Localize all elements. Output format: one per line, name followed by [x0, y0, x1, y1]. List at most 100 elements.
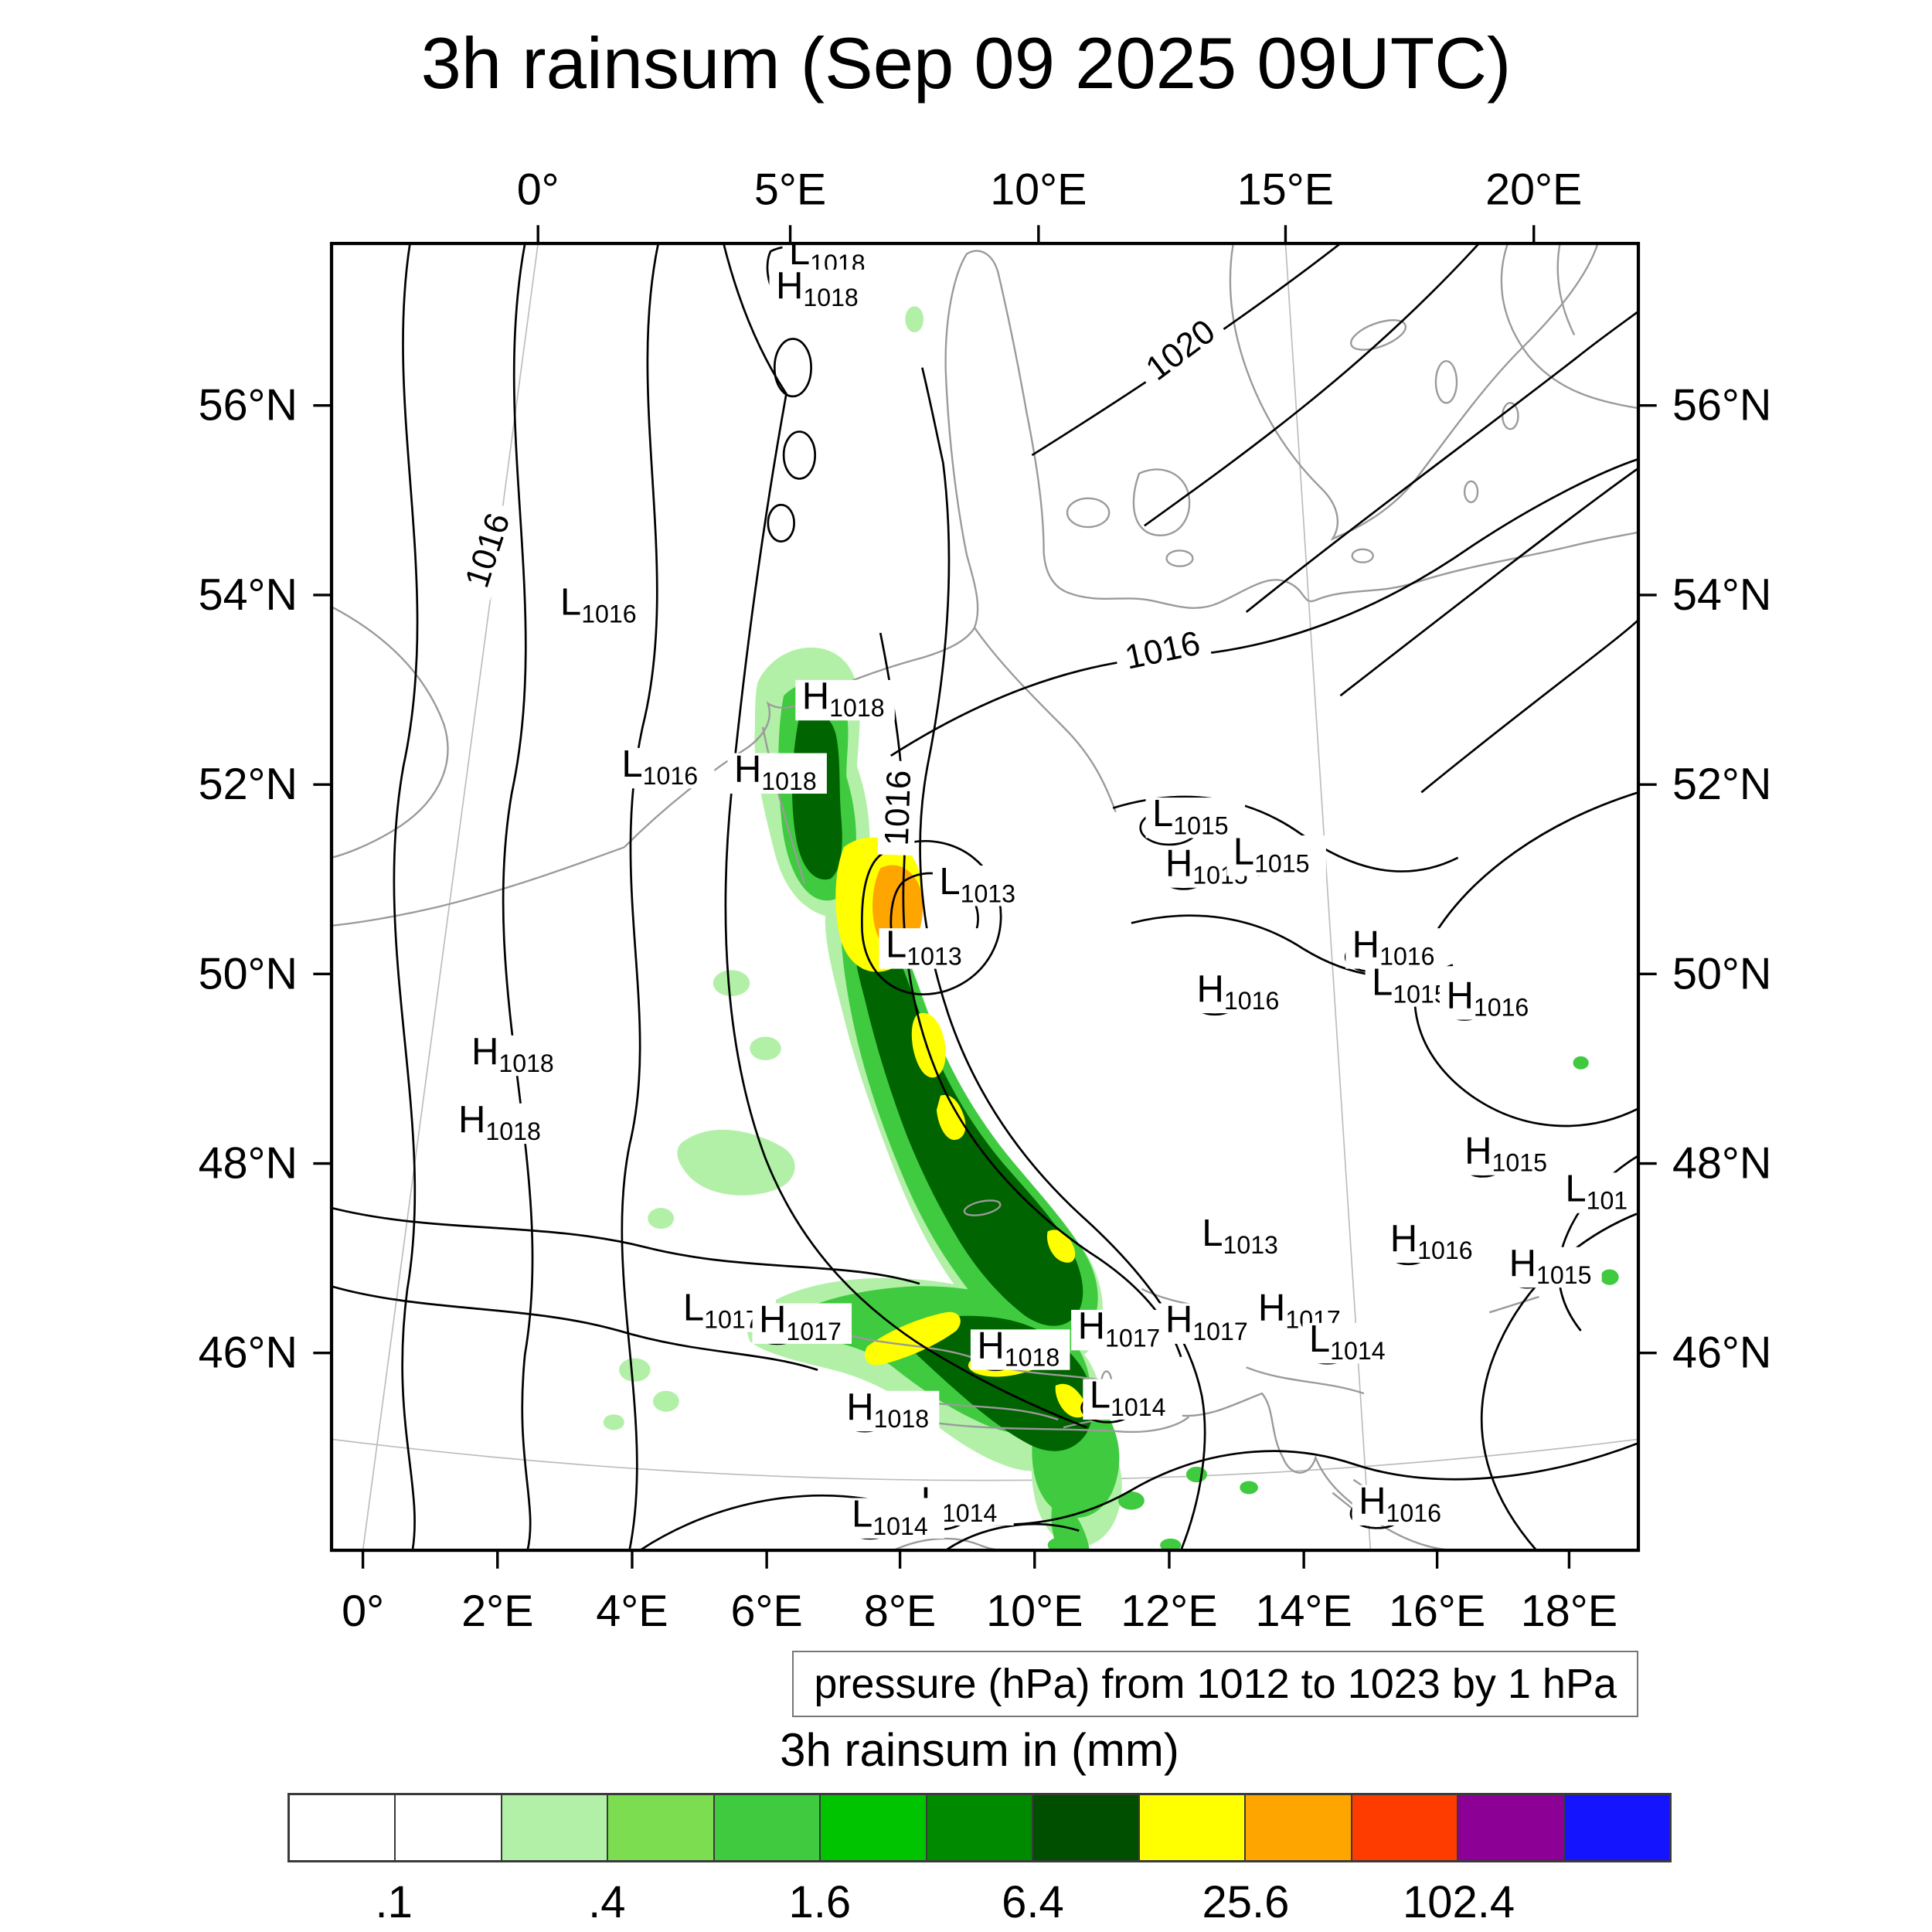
colorbar-box: [1458, 1795, 1565, 1860]
contour-label-bg: [877, 760, 918, 856]
pressure-label: L1014: [852, 1494, 928, 1540]
island: [1351, 548, 1374, 563]
isobar: [890, 457, 1639, 757]
axis-label-right: 52°N: [1672, 760, 1771, 809]
coastline: [1556, 243, 1576, 335]
axis-label-bottom: 16°E: [1389, 1587, 1485, 1636]
rain-cell: [619, 1358, 651, 1382]
isobar: [639, 1442, 1639, 1551]
rain-cell: [1050, 1451, 1082, 1472]
map-border: [329, 241, 1641, 1553]
river: [761, 726, 806, 884]
rain-cell: [1185, 1466, 1207, 1483]
pressure-label-bg: [1145, 798, 1246, 838]
pressure-label: H1016: [1390, 1218, 1473, 1264]
pressure-label-bg: [464, 1035, 565, 1077]
river: [922, 1416, 1190, 1434]
isobar: [861, 840, 1002, 995]
pressure-label-bg: [553, 586, 654, 627]
meridian-line: [362, 243, 539, 1551]
pressure-label-bg: [1190, 972, 1290, 1014]
pressure-label-bg: [614, 747, 715, 789]
axis-label-bottom: 8°E: [864, 1587, 936, 1636]
rain-cell: [750, 1036, 781, 1060]
colorbar-box: [1352, 1795, 1459, 1860]
isobar: [945, 1522, 1080, 1551]
coastline: [332, 846, 625, 927]
contour-label-bg: [1112, 622, 1213, 678]
rain-cell: [1240, 1481, 1258, 1495]
pressure-label-bg: [1226, 835, 1326, 876]
axis-label-bottom: 14°E: [1255, 1587, 1352, 1636]
lake: [1349, 319, 1407, 351]
rain-area-heavy: [1055, 1383, 1087, 1418]
axis-left: 56°N 54°N 52°N 50°N 48°N 46°N: [199, 381, 332, 1378]
pressure-label-bg: [879, 928, 979, 969]
contour-label: 1016: [454, 499, 519, 601]
pressure-label: L1015: [1152, 793, 1229, 839]
isobar: [1144, 243, 1480, 527]
contour-label: 1020: [1131, 306, 1230, 393]
axis-label-bottom: 18°E: [1521, 1587, 1617, 1636]
coastline: [1500, 243, 1639, 410]
isobar: [332, 1285, 818, 1372]
pressure-label-bg: [845, 1498, 945, 1539]
isobar: [393, 243, 419, 1551]
pressure-label: H1015: [1165, 843, 1248, 889]
colorbar-tick-labels: .1 .4 1.6 6.4 25.6 102.4: [287, 1876, 1672, 1932]
axis-bottom: 0° 2°E 4°E 6°E 8°E 10°E 12°E 14°E 16°E 18°E: [342, 1550, 1617, 1636]
axis-label-left: 46°N: [199, 1328, 298, 1378]
pressure-caption: pressure (hPa) from 1012 to 1023 by 1 hP…: [792, 1651, 1638, 1717]
rain-cell: [603, 1414, 624, 1430]
isobar: [773, 338, 812, 398]
pressure-label: H1018: [471, 1031, 554, 1077]
pressure-label: L1017: [683, 1287, 760, 1333]
rain-cell: [1573, 1056, 1589, 1070]
contour-label: 1016: [877, 760, 918, 856]
colorbar-box: [396, 1795, 502, 1860]
pressure-label-bg: [752, 1303, 852, 1344]
pressure-label: L1016: [560, 581, 637, 628]
rain-cell: [905, 306, 924, 333]
colorbar-box: [927, 1795, 1034, 1860]
rain-cell: [1047, 1537, 1074, 1551]
colorbar-tick-label: 102.4: [1402, 1877, 1515, 1927]
contour-label-bg: [1131, 306, 1230, 393]
isobar: [1480, 1212, 1639, 1551]
precipitation-shading: [603, 306, 1619, 1551]
pressure-label: L1014: [1090, 1375, 1166, 1421]
rain-cell: [653, 1390, 679, 1412]
colorbar-box: [714, 1795, 821, 1860]
pressure-label: H1015: [1464, 1131, 1547, 1177]
pressure-label: H1016: [1352, 923, 1435, 970]
coastline: [332, 606, 449, 859]
axis-label-bottom: 2°E: [461, 1587, 533, 1636]
axis-label-left: 52°N: [199, 760, 298, 809]
axis-label-bottom: 6°E: [730, 1587, 802, 1636]
axis-label-right: 46°N: [1672, 1328, 1771, 1378]
axis-label-right: 56°N: [1672, 381, 1771, 430]
pressure-label-bg: [769, 269, 869, 311]
pressure-label: L1013: [939, 861, 1015, 907]
isobar: [1420, 619, 1639, 794]
pressure-label-bg: [1345, 928, 1445, 969]
pressure-label: L1016: [621, 743, 698, 790]
coastline: [1229, 243, 1599, 541]
rain-area-mid: [1051, 1498, 1090, 1551]
chart-title: 3h rainsum (Sep 09 2025 09UTC): [420, 22, 1512, 104]
pressure-label-bg: [839, 1390, 940, 1432]
pressure-label: H1016: [1196, 968, 1279, 1015]
colorbar-box: [502, 1795, 609, 1860]
pressure-label-bg: [1502, 1247, 1602, 1288]
colorbar-title: 3h rainsum in (mm): [780, 1724, 1179, 1776]
pressure-label-bg: [795, 679, 895, 721]
colorbar-box: [1564, 1795, 1670, 1860]
pressure-label: H1017: [1078, 1305, 1161, 1352]
island: [1066, 497, 1111, 529]
pressure-label: H1018: [802, 675, 885, 722]
pressure-label: H1016: [1446, 975, 1529, 1021]
lake: [963, 1199, 1002, 1216]
isobar: [1245, 310, 1639, 613]
